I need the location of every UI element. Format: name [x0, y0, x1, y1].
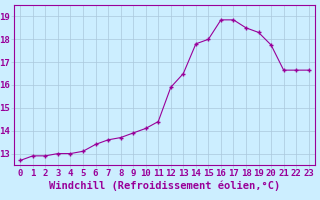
X-axis label: Windchill (Refroidissement éolien,°C): Windchill (Refroidissement éolien,°C) — [49, 181, 280, 191]
